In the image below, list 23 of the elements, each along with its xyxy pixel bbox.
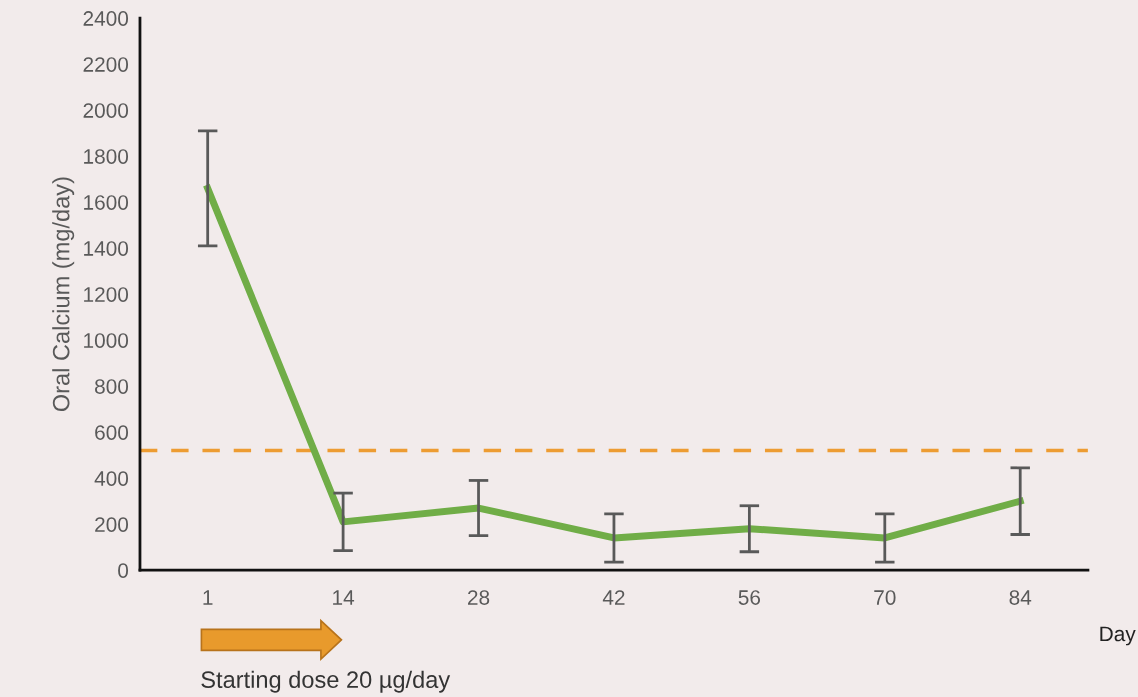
y-tick-label: 2000 [83, 103, 129, 118]
y-axis-title: Oral Calcium (mg/day) [52, 177, 75, 412]
x-tick-label: 42 [602, 590, 625, 605]
y-tick-label: 400 [94, 471, 129, 486]
y-tick-label: 2400 [83, 11, 129, 26]
x-tick-label: 70 [874, 590, 896, 605]
x-tick-label: 84 [1009, 590, 1032, 605]
x-tick-label: 1 [203, 590, 213, 605]
x-tick-label: 14 [333, 590, 355, 605]
y-tick-label: 200 [95, 517, 129, 532]
x-tick-label: 28 [467, 590, 490, 605]
y-tick-label: 1800 [84, 149, 129, 164]
x-tick-label: 56 [738, 590, 761, 605]
x-axis-title: Day [1100, 626, 1136, 646]
y-tick-label: 1200 [84, 287, 129, 302]
y-tick-label: 1000 [84, 333, 129, 348]
y-tick-label: 1400 [84, 241, 129, 256]
y-tick-label: 1600 [84, 195, 129, 210]
text: Starting dose 20 µg/day [201, 670, 451, 693]
y-tick-label: 0 [118, 563, 129, 578]
y-tick-label: 800 [95, 379, 129, 394]
y-tick-label: 2200 [83, 57, 129, 72]
y-tick-label: 600 [95, 425, 129, 440]
